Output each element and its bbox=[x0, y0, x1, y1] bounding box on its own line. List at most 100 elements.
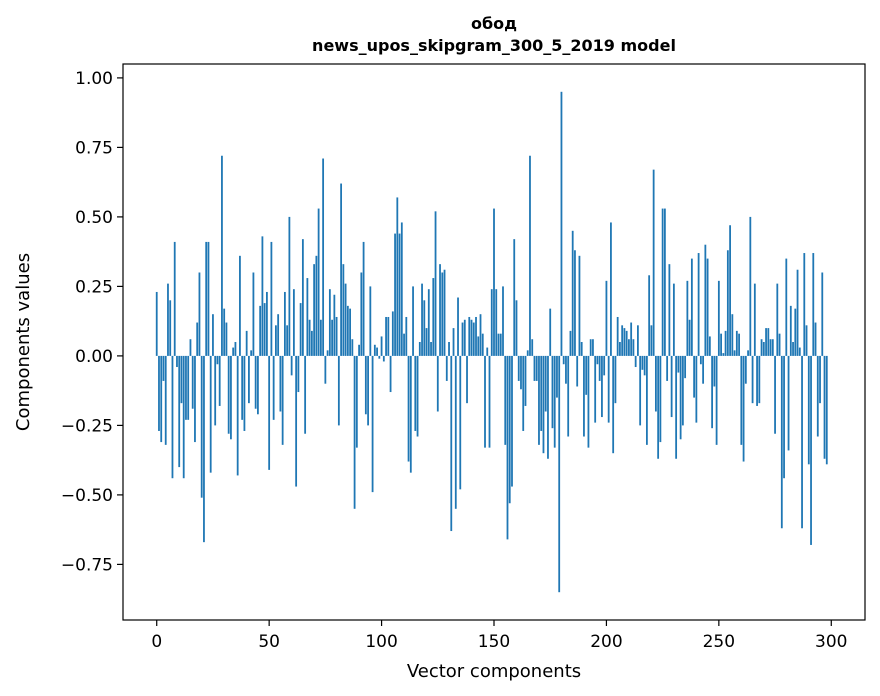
bar bbox=[699, 355, 702, 365]
bar bbox=[542, 355, 545, 454]
bar bbox=[661, 208, 664, 356]
bar bbox=[639, 355, 642, 426]
bar bbox=[400, 222, 403, 356]
bar bbox=[517, 355, 520, 381]
bar bbox=[331, 319, 334, 356]
bar bbox=[472, 322, 475, 356]
bar bbox=[362, 241, 365, 356]
bar bbox=[319, 319, 322, 356]
bar bbox=[515, 300, 518, 356]
bar bbox=[668, 264, 671, 356]
bar bbox=[666, 355, 669, 381]
bar bbox=[729, 225, 731, 356]
bar bbox=[369, 286, 372, 356]
bar bbox=[158, 355, 160, 431]
bar bbox=[526, 350, 529, 356]
bar bbox=[290, 355, 293, 376]
bar bbox=[576, 355, 579, 387]
bar bbox=[182, 355, 185, 479]
bar bbox=[801, 355, 803, 529]
bar bbox=[346, 305, 349, 356]
y-tick-label: −0.25 bbox=[61, 416, 113, 436]
x-tick-label: 200 bbox=[590, 632, 622, 652]
bar bbox=[490, 289, 493, 356]
bar bbox=[798, 347, 801, 356]
bar bbox=[589, 339, 592, 356]
bar bbox=[371, 355, 374, 493]
bar bbox=[162, 355, 165, 381]
bar bbox=[391, 311, 394, 356]
bar bbox=[821, 272, 824, 356]
bar bbox=[376, 347, 378, 356]
bar bbox=[583, 355, 585, 437]
bar bbox=[738, 333, 740, 356]
bar bbox=[522, 355, 525, 431]
bar bbox=[614, 355, 617, 404]
bar bbox=[628, 339, 630, 356]
bar bbox=[297, 355, 300, 393]
bar bbox=[607, 355, 610, 423]
y-tick-label: 1.00 bbox=[75, 69, 113, 89]
bar bbox=[675, 355, 678, 459]
bar bbox=[245, 330, 248, 356]
bar bbox=[236, 355, 239, 476]
bar bbox=[169, 300, 172, 356]
bar bbox=[713, 355, 716, 387]
x-axis-ticks: 0 50 100 150 200 250 300 bbox=[151, 620, 847, 652]
bar bbox=[533, 355, 536, 381]
bar bbox=[587, 355, 590, 448]
bar bbox=[225, 322, 228, 356]
bar bbox=[630, 322, 633, 356]
bar bbox=[196, 322, 199, 356]
y-tick-label: 0.00 bbox=[75, 347, 113, 367]
bar bbox=[436, 355, 439, 412]
bar bbox=[753, 283, 756, 356]
bar bbox=[531, 339, 534, 356]
bar bbox=[657, 355, 660, 459]
bar bbox=[418, 342, 421, 356]
bar bbox=[807, 355, 810, 465]
x-tick-label: 250 bbox=[703, 632, 735, 652]
bar bbox=[544, 355, 547, 412]
bar bbox=[780, 355, 783, 529]
bar bbox=[239, 255, 241, 356]
bar bbox=[677, 355, 680, 373]
bar bbox=[767, 328, 770, 356]
bar bbox=[382, 355, 385, 362]
bar bbox=[481, 333, 484, 356]
bar bbox=[715, 355, 718, 445]
y-axis-ticks: 1.00 0.75 0.50 0.25 0.00 −0.25 −0.50 −0.75 bbox=[61, 69, 123, 575]
bar bbox=[610, 222, 612, 356]
bar bbox=[771, 339, 774, 356]
bar bbox=[218, 355, 221, 406]
bar bbox=[180, 355, 183, 404]
bar bbox=[272, 355, 275, 420]
bar bbox=[632, 339, 635, 356]
bar bbox=[360, 272, 363, 356]
bar bbox=[248, 355, 250, 404]
bar bbox=[513, 239, 516, 356]
bar bbox=[367, 355, 369, 426]
bar bbox=[598, 355, 601, 381]
bar bbox=[355, 355, 358, 448]
bar bbox=[506, 355, 509, 540]
bar bbox=[209, 355, 212, 473]
x-axis-label: Vector components bbox=[407, 661, 581, 682]
bar bbox=[167, 283, 169, 356]
bar bbox=[670, 355, 673, 418]
bar bbox=[324, 355, 327, 384]
bar bbox=[454, 355, 457, 509]
bar bbox=[697, 253, 700, 356]
bar bbox=[663, 208, 666, 356]
bar bbox=[364, 355, 367, 415]
bar bbox=[760, 339, 763, 356]
bar bbox=[171, 355, 174, 479]
bar bbox=[558, 355, 561, 593]
bar bbox=[266, 291, 268, 356]
y-tick-label: −0.75 bbox=[61, 555, 113, 575]
bar bbox=[592, 339, 594, 356]
bar bbox=[274, 325, 277, 356]
bar bbox=[427, 289, 430, 356]
plot-frame bbox=[122, 63, 866, 621]
bar bbox=[380, 336, 383, 356]
